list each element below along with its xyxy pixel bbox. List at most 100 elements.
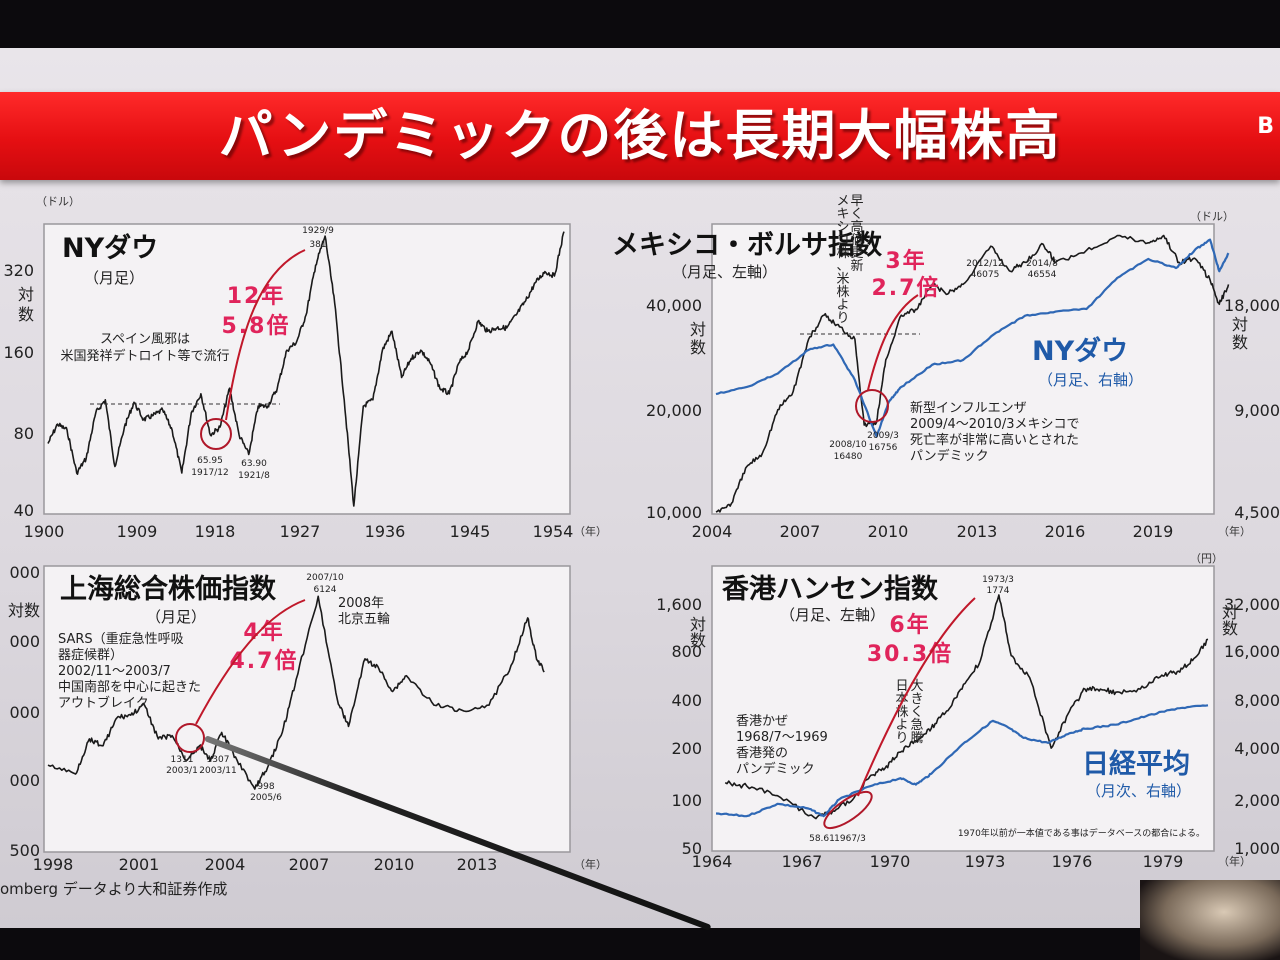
- mexico-vnote-b-2: 高: [850, 219, 863, 235]
- ny_dow-xunit: （年）: [574, 524, 607, 538]
- hang_seng-y2tick-3: 4,000: [1234, 739, 1280, 758]
- mexico-lbl-0: 2012/12: [966, 259, 1003, 269]
- mexico-series2-title: NYダウ: [1032, 335, 1128, 367]
- shanghai-note-4: アウトブレイク: [58, 695, 149, 711]
- hang_seng-y2tick-1: 16,000: [1224, 642, 1280, 661]
- shanghai-ytick-5: 500: [9, 841, 40, 860]
- hang_seng-ytick-2: 400: [671, 691, 702, 710]
- hang_seng-ytick-5: 50: [682, 839, 702, 858]
- mexico-vnote-b-3: 値: [850, 232, 863, 248]
- shanghai-lbl-4: 1307: [207, 755, 230, 765]
- hangseng-ylabel-0: 対: [690, 615, 706, 634]
- mexico-gain-0: 3年: [885, 248, 926, 274]
- mexico-ylabel-1: 数: [690, 338, 706, 357]
- source-note: omberg データより大和証券作成: [0, 880, 228, 898]
- ny_dow-ytick-0: 320: [3, 261, 34, 280]
- ny_dow-xtick-3: 1927: [280, 522, 321, 541]
- ny_dow-plot-area: [43, 223, 571, 515]
- shanghai-xunit: （年）: [574, 857, 607, 871]
- hangseng-lbl-2: 58.61: [809, 834, 835, 844]
- nydow-subtitle: （月足）: [84, 269, 144, 287]
- hangseng-gain-0: 6年: [889, 612, 930, 638]
- mexico-vnote-b-5: 新: [850, 258, 863, 274]
- mexico-vnote-a-0: メ: [836, 194, 849, 209]
- ny_dow-xtick-6: 1954: [533, 522, 574, 541]
- hangseng-vnote-b-2: く: [910, 705, 923, 720]
- mexico-title: メキシコ・ボルサ指数: [612, 230, 883, 261]
- shanghai-title: 上海総合株価指数: [60, 573, 277, 605]
- mexico-subtitle: （月足、左軸）: [672, 263, 777, 281]
- hang_seng-xunit: （年）: [1218, 854, 1251, 868]
- hangseng-vnote-b-1: き: [910, 692, 923, 707]
- hang_seng-plot-area: [711, 565, 1215, 852]
- title-banner: パンデミックの後は長期大幅株高 B: [0, 92, 1280, 180]
- mexico-note-2: 死亡率が非常に高いとされた: [910, 432, 1079, 448]
- mexico-lbl-3: 46554: [1028, 270, 1057, 280]
- nydow-low1-date: 1917/12: [191, 468, 228, 478]
- shanghai-arrow: [195, 599, 306, 725]
- audience-foreground: [1140, 880, 1280, 960]
- shanghai-ytick-4: 000: [9, 771, 40, 790]
- mexico-vnote-a-3: コ: [836, 233, 849, 248]
- hangseng-vnote-b-4: 騰: [910, 730, 923, 746]
- hangseng-footnote: 1970年以前が一本値である事はデータベースの都合による。: [958, 827, 1205, 839]
- shanghai-lbl-6: 998: [257, 782, 274, 792]
- nydow-unit: （ドル）: [36, 195, 80, 208]
- mexico-series2-subtitle: （月足、右軸）: [1038, 371, 1143, 389]
- ny_dow-xtick-5: 1945: [450, 522, 491, 541]
- mexico-ylabel-0: 対: [690, 320, 706, 339]
- hangseng-subtitle: （月足、左軸）: [780, 606, 885, 624]
- nydow-low2-value: 63.90: [241, 459, 267, 469]
- mexico_bolsa-ytick-2: 10,000: [646, 503, 702, 522]
- nydow-note-0: スペイン風邪は: [100, 332, 190, 347]
- mexico-y2label-0: 対: [1232, 315, 1248, 334]
- hang_seng-xtick-0: 1964: [692, 852, 733, 871]
- hangseng-gain-1: 30.3倍: [867, 641, 953, 667]
- shanghai-xtick-3: 2007: [289, 855, 330, 874]
- hangseng-circle: [823, 790, 873, 830]
- shanghai-note-2: 2002/11～2003/7: [58, 664, 171, 679]
- shanghai-xtick-2: 2004: [205, 855, 246, 874]
- hangseng-vnote-a-4: り: [895, 731, 908, 746]
- mexico-lbl-5: 16480: [834, 452, 863, 462]
- mexico_bolsa-xtick-3: 2013: [957, 522, 998, 541]
- hangseng-lbl-1: 1774: [987, 586, 1010, 596]
- hang_seng-xtick-5: 1979: [1143, 852, 1184, 871]
- mexico-lbl-2: 2014/8: [1026, 259, 1058, 269]
- mexico-y2label-1: 数: [1232, 333, 1248, 352]
- nydow-peak-date: 1929/9: [302, 226, 334, 236]
- hang_seng-ytick-4: 100: [671, 791, 702, 810]
- nydow-ylabel-0: 対: [18, 285, 34, 304]
- shanghai-lbl-1: 6124: [314, 585, 337, 595]
- hang_seng-ytick-1: 800: [671, 642, 702, 661]
- shanghai-lbl-5: 2003/11: [199, 766, 236, 776]
- mexico-vnote-a-5: 、: [836, 259, 849, 274]
- mexico-lbl-4: 2008/10: [829, 440, 867, 450]
- mexico_bolsa-xtick-2: 2010: [868, 522, 909, 541]
- mexico-lbl-6: 2009/3: [867, 431, 899, 441]
- shanghai-lbl-3: 2003/1: [166, 766, 198, 776]
- ny_dow-ytick-3: 40: [14, 501, 34, 520]
- ny_dow-xtick-2: 1918: [195, 522, 236, 541]
- hangseng-vnote-a-0: 日: [895, 679, 908, 694]
- hangseng-series2-subtitle: （月次、右軸）: [1086, 782, 1191, 800]
- hang_seng-ytick-0: 1,600: [656, 595, 702, 614]
- mexico-note-1: 2009/4～2010/3メキシコで: [910, 417, 1079, 432]
- shanghai-note-3: 中国南部を中心に起きた: [58, 679, 201, 695]
- ny_dow-ytick-2: 80: [14, 424, 34, 443]
- hangseng-arrow: [857, 597, 976, 797]
- ny_dow-ytick-1: 160: [3, 343, 34, 362]
- mexico-lbl-7: 16756: [869, 443, 898, 453]
- mexico_bolsa-y2tick-1: 9,000: [1234, 401, 1280, 420]
- hangseng-ylabel-1: 数: [690, 631, 706, 650]
- mexico_bolsa-xtick-0: 2004: [692, 522, 733, 541]
- mexico_bolsa-xtick-5: 2019: [1133, 522, 1174, 541]
- mexico_bolsa-xtick-1: 2007: [780, 522, 821, 541]
- nydow-note-1: 米国発祥デトロイト等で流行: [60, 348, 229, 364]
- hangseng-lbl-0: 1973/3: [982, 575, 1014, 585]
- shanghai-event-1: 北京五輪: [338, 611, 390, 627]
- mexico-lbl-1: 46075: [971, 270, 1000, 280]
- brand-logo: B: [1257, 114, 1274, 139]
- hangseng-vnote-b-3: 急: [910, 718, 923, 733]
